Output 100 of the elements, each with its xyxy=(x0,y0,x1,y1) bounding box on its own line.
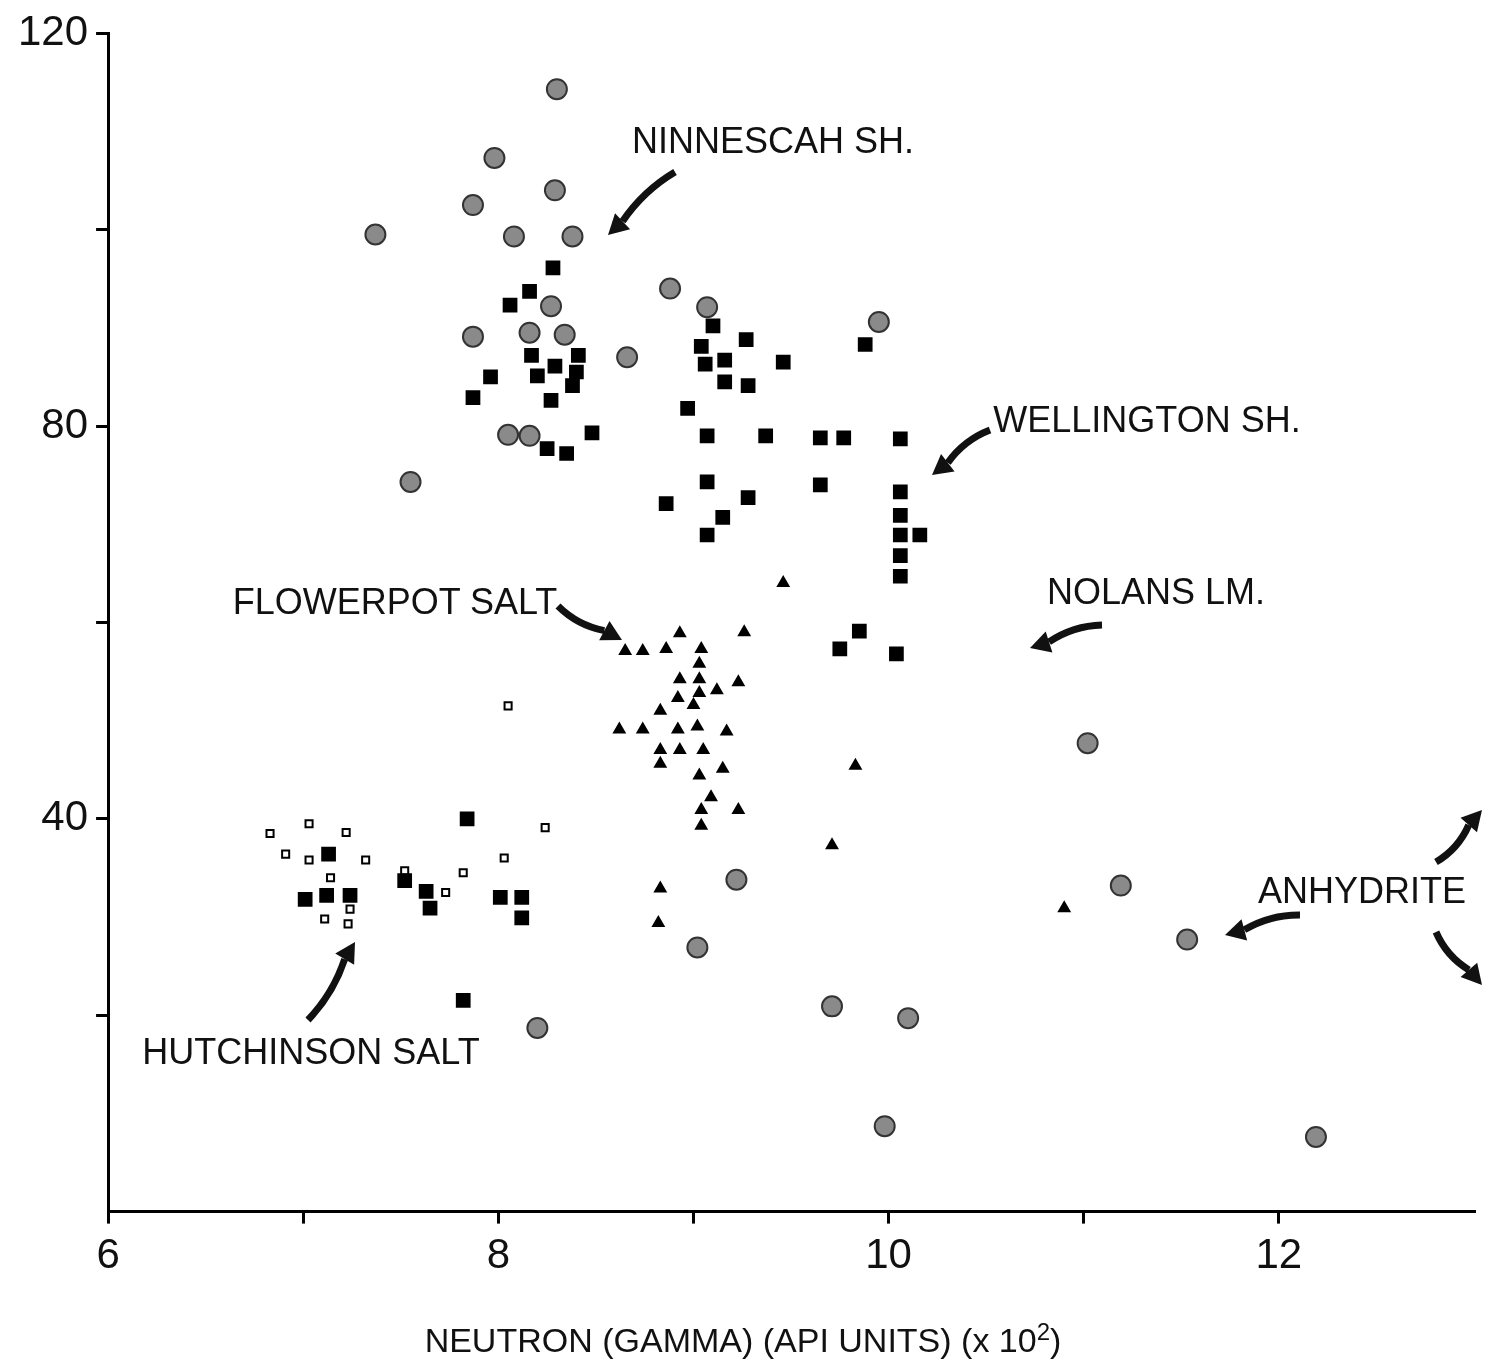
point xyxy=(522,284,537,299)
point xyxy=(716,761,729,773)
point xyxy=(821,995,844,1018)
point xyxy=(343,919,353,929)
point xyxy=(1304,1125,1327,1148)
point xyxy=(553,323,576,346)
point xyxy=(671,722,685,734)
point xyxy=(499,853,509,863)
point xyxy=(543,393,559,408)
point xyxy=(514,910,530,926)
point xyxy=(545,260,561,276)
point xyxy=(695,641,708,653)
point xyxy=(569,364,584,380)
point xyxy=(699,474,715,490)
point xyxy=(659,641,673,653)
point xyxy=(673,672,687,684)
x-tick-label: 6 xyxy=(96,1230,120,1278)
point xyxy=(320,914,330,924)
point xyxy=(740,490,756,506)
point xyxy=(705,318,721,334)
point xyxy=(836,430,852,446)
point xyxy=(710,683,724,695)
point xyxy=(693,686,706,698)
point xyxy=(892,431,908,447)
x-axis-title: NEUTRON (GAMMA) (API UNITS) (x 10$^{2}$) xyxy=(423,1318,1063,1361)
point xyxy=(321,846,336,862)
point xyxy=(849,758,862,770)
point xyxy=(732,675,745,687)
point xyxy=(618,643,632,655)
y-tick-label: 80 xyxy=(41,399,89,447)
point xyxy=(545,78,568,101)
point xyxy=(341,828,351,838)
point xyxy=(912,527,928,543)
point xyxy=(570,347,586,363)
point xyxy=(492,890,508,905)
point xyxy=(652,915,665,927)
point xyxy=(455,993,471,1008)
point xyxy=(691,719,704,731)
point xyxy=(461,194,484,217)
point xyxy=(892,527,908,543)
point xyxy=(319,888,334,903)
point xyxy=(687,697,700,709)
point xyxy=(325,873,336,883)
point xyxy=(1058,901,1071,913)
point xyxy=(1176,928,1199,951)
point xyxy=(461,325,484,348)
annotation: NINNESCAH SH. xyxy=(631,119,915,161)
point xyxy=(613,722,626,734)
point xyxy=(892,568,908,584)
point xyxy=(695,802,708,814)
point xyxy=(715,509,731,525)
point xyxy=(304,855,314,865)
point xyxy=(697,743,710,755)
point xyxy=(867,310,890,333)
point xyxy=(686,936,709,959)
point xyxy=(892,484,908,500)
point xyxy=(758,428,774,444)
point xyxy=(559,446,574,461)
point xyxy=(699,428,715,444)
point xyxy=(720,724,733,736)
point xyxy=(543,179,566,202)
point xyxy=(540,295,563,318)
point xyxy=(636,722,649,734)
point xyxy=(658,496,674,511)
point xyxy=(673,743,687,755)
annotation: NOLANS LM. xyxy=(1046,570,1266,612)
point xyxy=(1109,874,1132,897)
point xyxy=(636,643,649,655)
point xyxy=(361,855,371,865)
point xyxy=(738,625,751,637)
point xyxy=(693,339,709,354)
point xyxy=(812,477,828,493)
point xyxy=(526,1016,549,1039)
point xyxy=(897,1007,920,1030)
x-tick-label: 10 xyxy=(865,1230,912,1278)
point xyxy=(892,508,908,523)
x-tick-label: 8 xyxy=(486,1230,511,1278)
y-tick-label: 120 xyxy=(18,6,89,54)
point xyxy=(725,868,748,891)
point xyxy=(459,811,475,827)
point xyxy=(695,818,708,830)
point xyxy=(502,297,518,313)
annotation: WELLINGTON SH. xyxy=(993,398,1301,440)
point xyxy=(539,441,555,456)
point xyxy=(265,828,275,839)
point xyxy=(561,225,584,248)
point xyxy=(717,352,733,368)
point xyxy=(518,321,541,344)
point xyxy=(304,819,314,829)
point xyxy=(483,369,498,385)
point xyxy=(524,347,539,363)
point xyxy=(717,374,733,390)
point xyxy=(342,888,358,903)
point xyxy=(832,641,848,657)
point xyxy=(297,891,313,907)
point xyxy=(699,527,715,543)
point xyxy=(364,223,387,246)
point xyxy=(503,701,513,711)
point xyxy=(418,884,434,899)
point xyxy=(514,890,530,905)
